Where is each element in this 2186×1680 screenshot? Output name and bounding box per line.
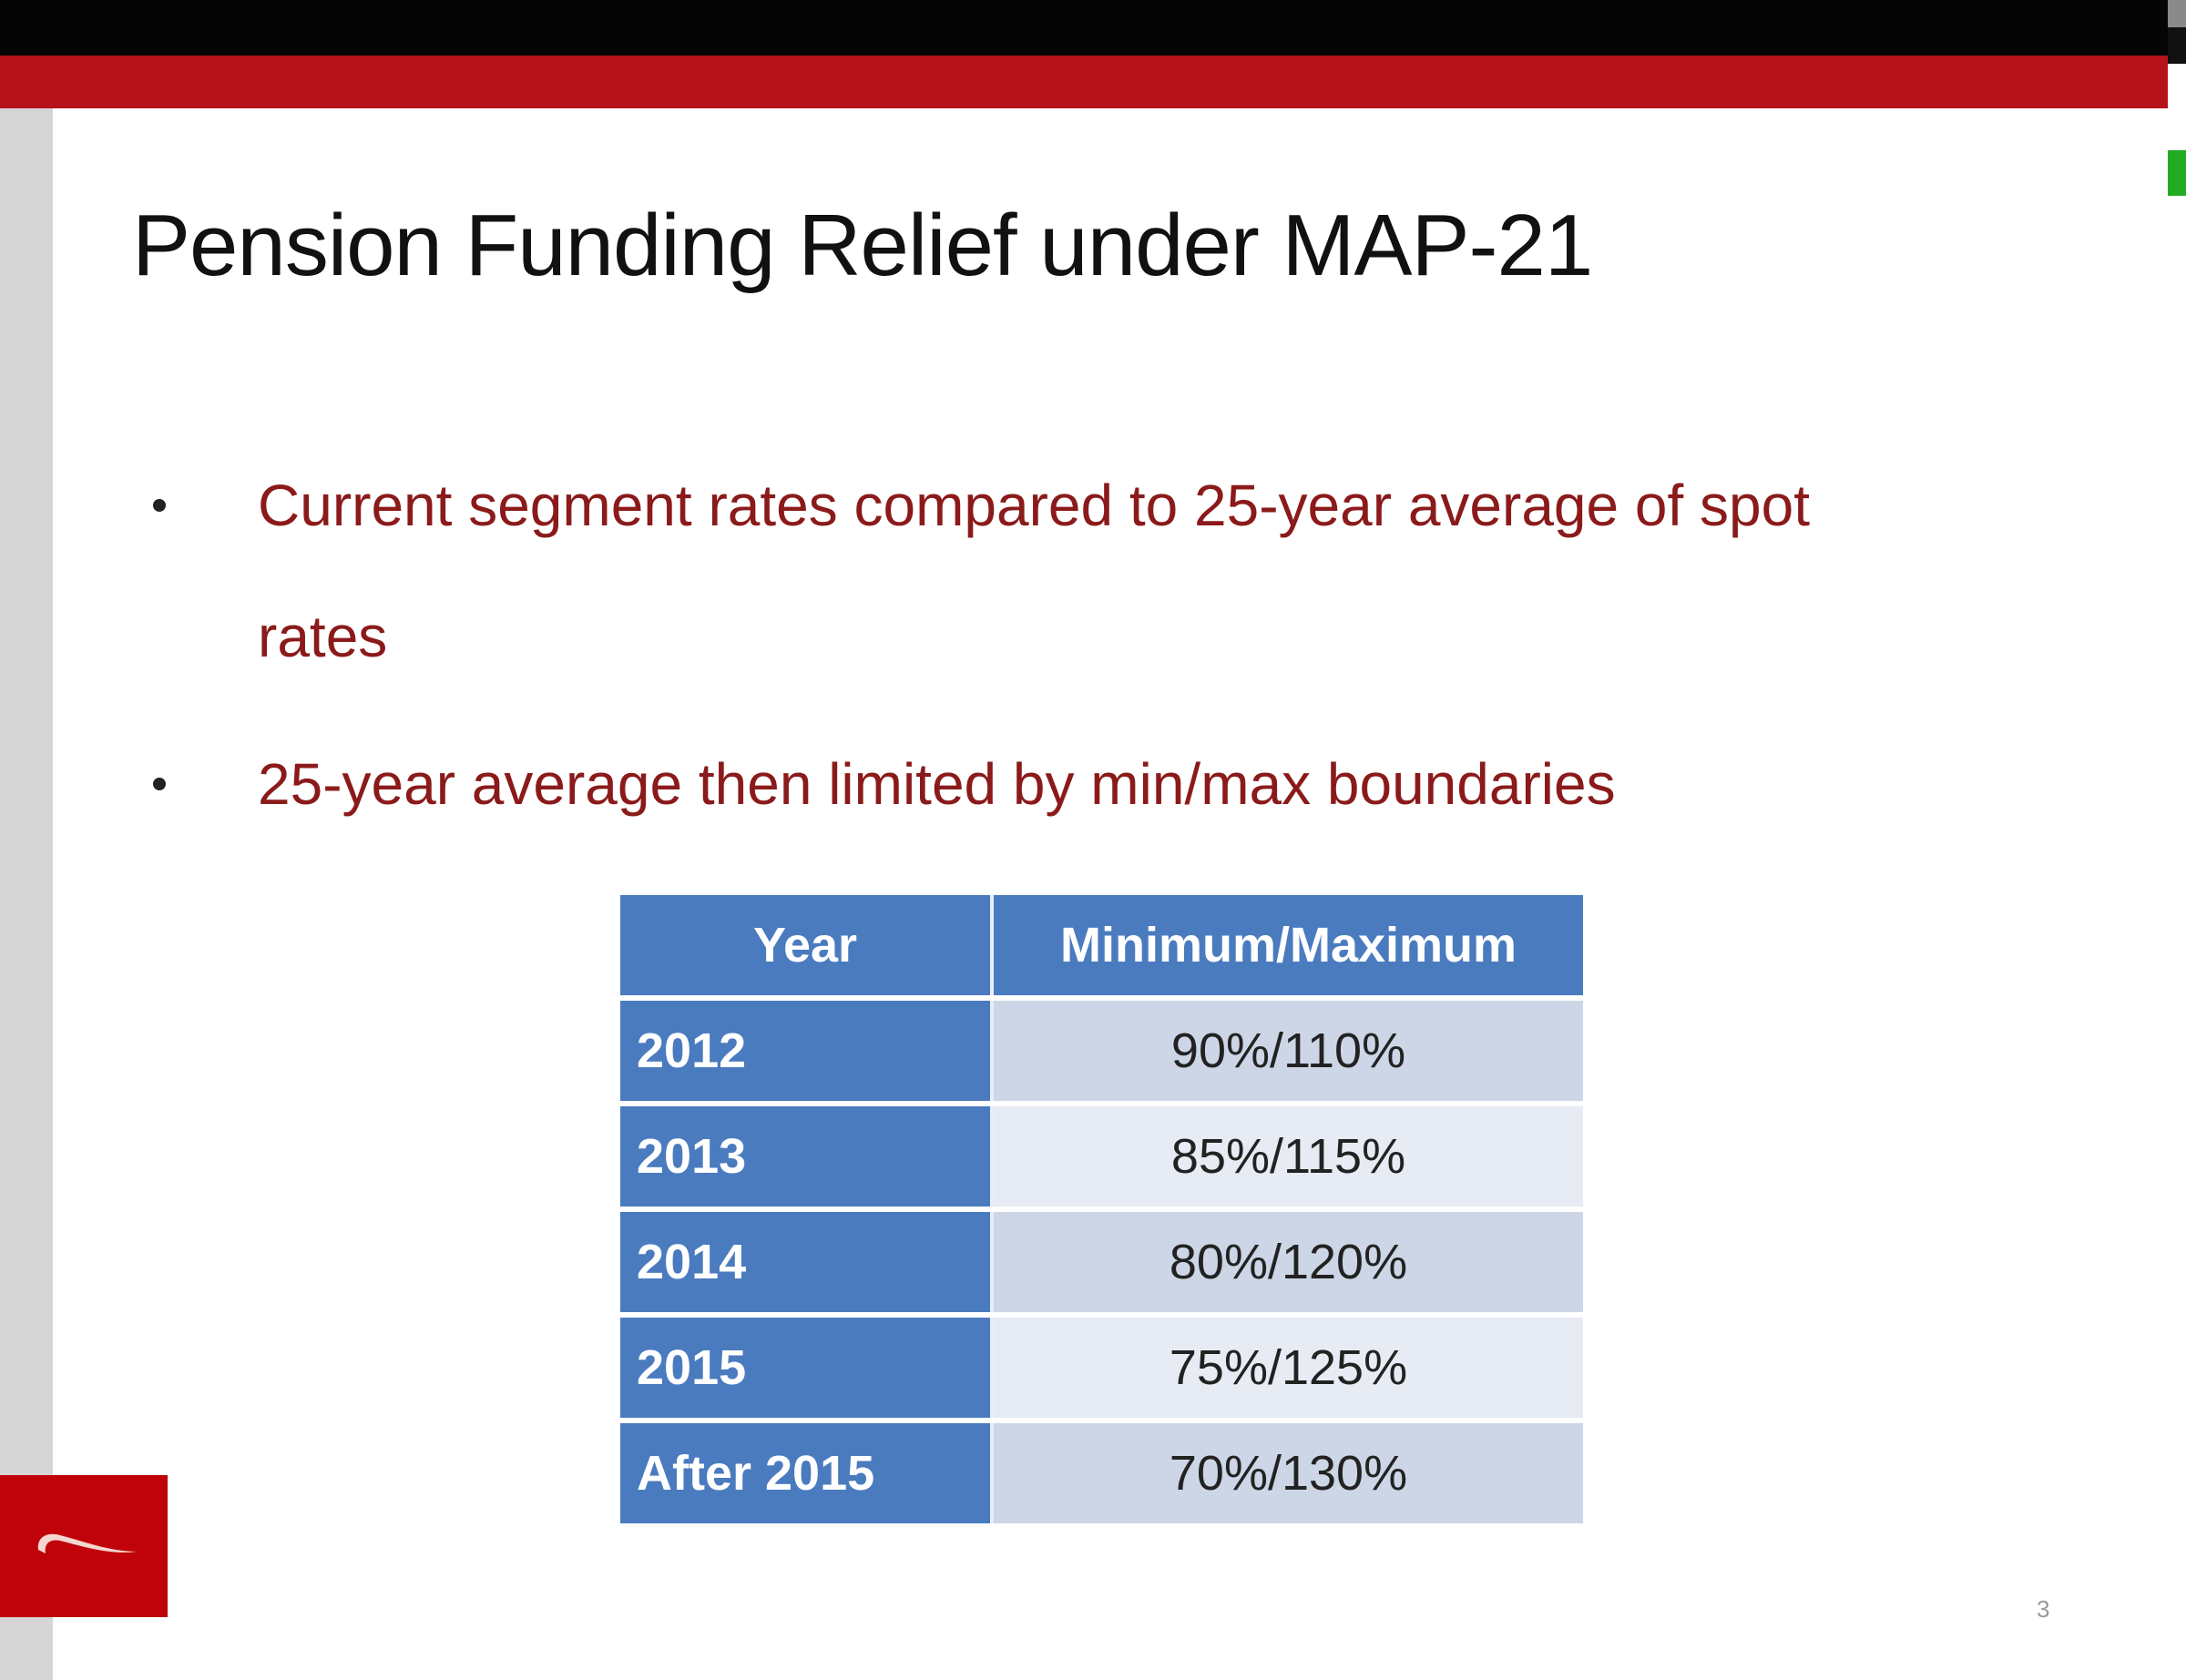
- table-row: After 2015 70%/130%: [620, 1423, 1583, 1523]
- range-cell: 90%/110%: [994, 1001, 1583, 1101]
- right-edge-window: [2168, 0, 2186, 1680]
- slide-title: Pension Funding Relief under MAP-21: [132, 197, 1593, 294]
- range-cell: 85%/115%: [994, 1106, 1583, 1207]
- year-cell: After 2015: [620, 1423, 994, 1523]
- header-min-max: Minimum/Maximum: [994, 895, 1583, 995]
- year-cell: 2012: [620, 1001, 994, 1101]
- right-edge-green: [2168, 150, 2186, 196]
- right-edge-dark: [2168, 27, 2186, 64]
- bullet-icon: [153, 778, 166, 790]
- page-number: 3: [2037, 1595, 2050, 1623]
- header-red-bar: [0, 56, 2168, 108]
- bullet-2: 25-year average then limited by min/max …: [258, 751, 1616, 817]
- range-cell: 75%/125%: [994, 1318, 1583, 1418]
- left-margin-strip: [0, 108, 53, 1680]
- table-row: 2014 80%/120%: [620, 1212, 1583, 1312]
- table-row: 2012 90%/110%: [620, 1001, 1583, 1101]
- table-row: 2015 75%/125%: [620, 1318, 1583, 1418]
- bullet-icon: [153, 499, 166, 512]
- table-row: 2013 85%/115%: [620, 1106, 1583, 1207]
- bullet-1-line-2: rates: [258, 604, 388, 669]
- company-logo: [0, 1475, 168, 1617]
- top-black-bar: [0, 0, 2168, 56]
- min-max-table: Year Minimum/Maximum 2012 90%/110% 2013 …: [620, 890, 1583, 1529]
- year-cell: 2013: [620, 1106, 994, 1207]
- right-edge-gray: [2168, 0, 2186, 27]
- table-header-row: Year Minimum/Maximum: [620, 895, 1583, 995]
- header-year: Year: [620, 895, 994, 995]
- range-cell: 80%/120%: [994, 1212, 1583, 1312]
- range-cell: 70%/130%: [994, 1423, 1583, 1523]
- year-cell: 2015: [620, 1318, 994, 1418]
- bullet-1-line-1: Current segment rates compared to 25-yea…: [258, 473, 1810, 538]
- year-cell: 2014: [620, 1212, 994, 1312]
- swoosh-logo-icon: [37, 1533, 137, 1553]
